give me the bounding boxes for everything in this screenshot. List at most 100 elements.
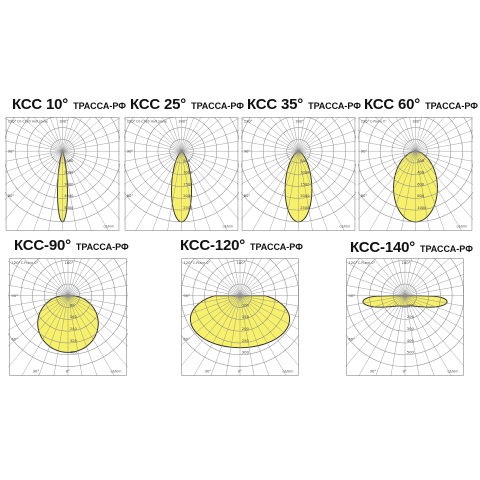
units-label: cd/klm — [110, 369, 121, 373]
grid-ray — [241, 130, 299, 152]
grid-ray — [239, 258, 272, 296]
units-label: cd/klm — [282, 369, 293, 373]
grid-ray — [298, 151, 356, 173]
brand-label: ТРАССА-РФ — [420, 244, 473, 254]
plane-legend: C-Plane 0° — [358, 261, 376, 265]
ring-value-label: 200 — [407, 315, 415, 319]
grid-ray — [415, 117, 436, 152]
grid-ray — [181, 295, 241, 367]
grid-ray — [415, 151, 473, 173]
angle-label: 30° — [33, 369, 40, 373]
grid-ray — [415, 151, 462, 231]
grid-ray — [5, 130, 63, 152]
units-label: cd/klm — [340, 225, 351, 229]
ring-value-label: 2000 — [183, 194, 193, 198]
ring-value-label: 80 — [70, 303, 75, 307]
title-kss-60: КСС 60° ТРАССА-РФ — [364, 96, 478, 114]
grid-ray — [391, 258, 406, 296]
ring-value-label: 3000 — [64, 182, 74, 186]
ring-value-label: 250 — [242, 339, 250, 343]
grid-ray — [386, 117, 416, 152]
title-kss-35: КСС 35° ТРАССА-РФ — [247, 96, 361, 114]
grid-ray — [298, 151, 356, 221]
plane-legend: C-Plane 0° — [370, 120, 387, 124]
diagram-title: КСС-90° — [14, 237, 71, 254]
grid-ray — [5, 151, 63, 200]
grid-ray — [298, 151, 356, 185]
grid-ray — [382, 258, 406, 296]
grid-ray — [375, 295, 406, 376]
units-label: cd/klm — [457, 225, 468, 229]
ring-value-label: 600 — [417, 182, 425, 186]
grid-ray — [225, 295, 241, 376]
units-label: cd/klm — [104, 225, 115, 229]
title-kss-90: КСС-90° ТРАССА-РФ — [14, 237, 129, 255]
grid-ray — [395, 117, 416, 152]
grid-ray — [181, 117, 223, 152]
grid-ray — [409, 117, 416, 152]
grid-ray — [390, 295, 406, 376]
grid-ray — [404, 258, 437, 296]
grid-ray — [415, 151, 473, 200]
grid-ray — [401, 151, 416, 231]
title-kss-25: КСС 25° ТРАССА-РФ — [130, 96, 244, 114]
grid-ray — [67, 258, 91, 296]
grid-ray — [67, 295, 128, 318]
grid-ray — [298, 130, 356, 152]
grid-ray — [358, 117, 416, 152]
grid-ray — [404, 274, 464, 296]
grid-ray — [404, 261, 464, 296]
grid-ray — [53, 295, 69, 376]
grid-ray — [269, 151, 299, 231]
grid-ray — [386, 151, 416, 231]
grid-ray — [241, 151, 299, 173]
grid-ray — [152, 151, 182, 231]
diagram-title: КСС-120° — [180, 237, 246, 254]
angle-label: 180° — [295, 120, 304, 124]
grid-ray — [358, 151, 416, 173]
title-kss-120: КСС-120° ТРАССА-РФ — [180, 237, 303, 255]
grid-ray — [346, 295, 406, 367]
grid-ray — [239, 295, 299, 307]
angle-label: 60° — [127, 194, 134, 198]
grid-ray — [346, 295, 406, 331]
diagram-title: КСС 60° — [364, 96, 421, 113]
grid-ray — [8, 295, 69, 347]
grid-ray — [8, 295, 69, 318]
grid-ray — [298, 117, 305, 152]
grid-ray — [298, 151, 328, 231]
grid-ray — [374, 117, 416, 152]
grid-ray — [404, 285, 464, 296]
grid-ray — [298, 151, 345, 231]
grid-ray — [67, 295, 128, 347]
angle-label: 180° — [236, 261, 245, 265]
grid-ray — [62, 117, 104, 152]
grid-ray — [415, 140, 473, 152]
angle-label: 60° — [361, 194, 368, 198]
grid-ray — [404, 258, 428, 296]
angle-label: 0° — [66, 369, 70, 373]
grid-ray — [8, 260, 69, 296]
angle-label: 90° — [348, 294, 355, 298]
grid-ray — [124, 151, 182, 173]
grid-ray — [62, 151, 92, 231]
grid-ray — [210, 295, 241, 376]
angle-label: 180° — [401, 261, 410, 265]
angle-label: 60° — [8, 194, 15, 198]
grid-ray — [298, 151, 356, 162]
grid-ray — [415, 151, 473, 162]
grid-ray — [181, 151, 239, 162]
grid-ray — [22, 258, 69, 296]
grid-ray — [124, 140, 182, 152]
grid-ray — [5, 151, 63, 221]
ring-value-label: 1500 — [300, 182, 310, 186]
grid-ray — [168, 117, 182, 152]
grid-ray — [398, 258, 406, 296]
grid-ray — [284, 151, 299, 231]
grid-ray — [181, 151, 239, 173]
grid-ray — [36, 258, 69, 296]
angle-label: 60° — [244, 194, 251, 198]
diagram-title: КСС-140° — [350, 239, 416, 256]
grid-ray — [181, 117, 195, 152]
grid-ray — [175, 117, 182, 152]
